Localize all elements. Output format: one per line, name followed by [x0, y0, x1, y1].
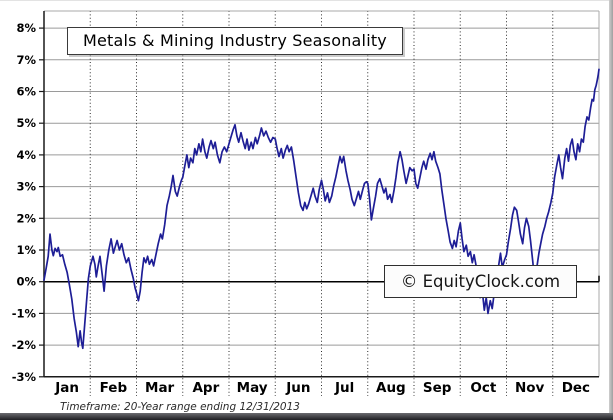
x-tick-label-Jul: Jul: [334, 380, 354, 396]
x-tick-label-Oct: Oct: [470, 380, 496, 396]
y-tick-label-7: 7%: [16, 53, 36, 67]
chart-title: Metals & Mining Industry Seasonality: [83, 31, 387, 50]
image-top-edge: [0, 0, 613, 1]
x-tick-label-Dec: Dec: [562, 380, 590, 396]
y-tick-label-0: 0%: [16, 275, 36, 289]
timeframe-footnote: Timeframe: 20-Year range ending 12/31/20…: [60, 401, 300, 413]
y-tick-label-1: 1%: [16, 243, 36, 257]
x-tick-label-Sep: Sep: [423, 380, 452, 396]
y-tick-label-3: 3%: [16, 180, 36, 194]
image-right-edge: [609, 0, 613, 414]
y-tick-label--3: -3%: [12, 370, 37, 384]
x-tick-label-Feb: Feb: [100, 380, 128, 396]
y-tick-label-4: 4%: [16, 148, 36, 162]
equityclock-watermark-label: © EquityClock.com: [400, 272, 561, 291]
seasonality-line: [43, 68, 600, 350]
x-tick-label-Jan: Jan: [54, 380, 79, 396]
x-tick-label-Apr: Apr: [192, 380, 219, 396]
y-tick-label--1: -1%: [12, 306, 37, 320]
equityclock-watermark-box: © EquityClock.com: [384, 265, 577, 298]
x-tick-label-May: May: [237, 380, 268, 396]
x-tick-label-Aug: Aug: [376, 380, 406, 396]
y-tick-label-8: 8%: [16, 21, 36, 35]
x-tick-label-Nov: Nov: [515, 380, 545, 396]
chart-title-box: Metals & Mining Industry Seasonality: [67, 27, 403, 55]
y-tick-label-5: 5%: [16, 116, 36, 130]
image-bottom-bar: [0, 413, 613, 420]
x-tick-label-Jun: Jun: [285, 380, 310, 396]
y-tick-label-6: 6%: [16, 85, 36, 99]
y-tick-label-2: 2%: [16, 211, 36, 225]
y-tick-label--2: -2%: [12, 338, 37, 352]
x-tick-label-Mar: Mar: [145, 380, 175, 396]
